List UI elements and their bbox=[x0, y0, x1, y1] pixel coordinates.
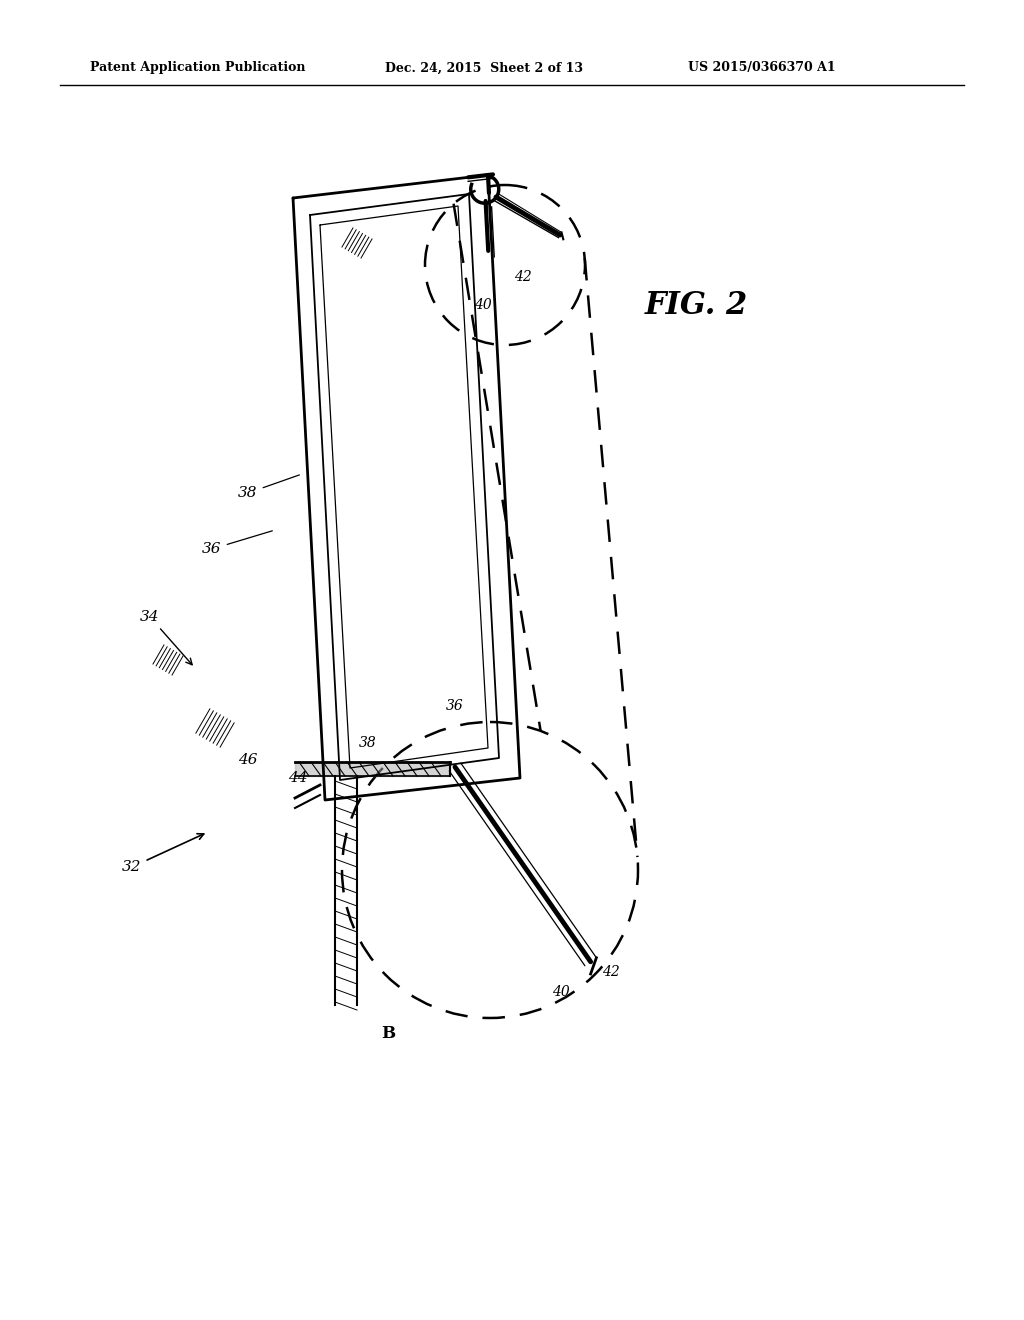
Polygon shape bbox=[295, 762, 450, 776]
Text: 36: 36 bbox=[203, 531, 272, 556]
Text: 34: 34 bbox=[140, 610, 193, 665]
Text: Dec. 24, 2015  Sheet 2 of 13: Dec. 24, 2015 Sheet 2 of 13 bbox=[385, 62, 583, 74]
Text: 38: 38 bbox=[239, 475, 299, 500]
Text: 38: 38 bbox=[359, 737, 377, 750]
Text: 42: 42 bbox=[514, 271, 531, 284]
Text: B: B bbox=[381, 1026, 395, 1041]
Text: 40: 40 bbox=[552, 985, 569, 999]
Text: 42: 42 bbox=[602, 965, 620, 978]
Text: 32: 32 bbox=[122, 834, 204, 874]
Text: 36: 36 bbox=[446, 700, 464, 713]
Text: Patent Application Publication: Patent Application Publication bbox=[90, 62, 305, 74]
Text: 46: 46 bbox=[239, 752, 258, 767]
Text: 40: 40 bbox=[474, 298, 492, 312]
Text: 44: 44 bbox=[288, 771, 308, 785]
Text: US 2015/0366370 A1: US 2015/0366370 A1 bbox=[688, 62, 836, 74]
Text: FIG. 2: FIG. 2 bbox=[645, 289, 749, 321]
